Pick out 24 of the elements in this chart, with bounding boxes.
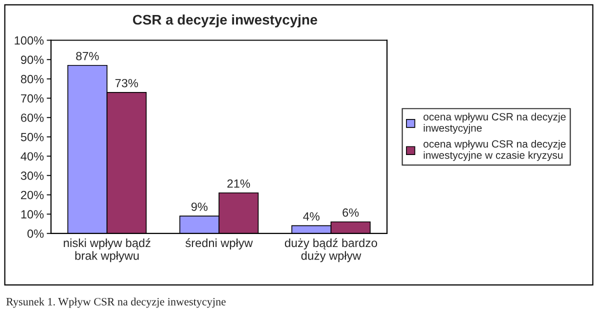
y-tick-label: 0% bbox=[27, 229, 44, 238]
y-tick-label: 20% bbox=[21, 190, 44, 200]
data-label: 73% bbox=[115, 78, 138, 88]
x-tick-label: duży bądź bardzo duży wpływ bbox=[284, 238, 378, 262]
chart-title: CSR a decyzje inwestycyjne bbox=[132, 14, 318, 28]
y-tick-label: 80% bbox=[20, 74, 44, 84]
legend-label: ocena wpływu CSR na decyzje inwestycyjne w czasie kryzysu bbox=[424, 140, 566, 161]
y-tick-label: 90% bbox=[20, 56, 44, 64]
y-tick-label: 70% bbox=[21, 94, 44, 103]
legend-label: ocena wpływu CSR na decyzje inwestycyjne bbox=[424, 112, 566, 134]
data-label: 21% bbox=[227, 179, 250, 188]
data-label: 9% bbox=[191, 202, 208, 211]
data-label: 4% bbox=[303, 212, 320, 221]
y-tick-label: 50% bbox=[20, 132, 44, 142]
text: Rysunek 1. Wpływ CSR na decyzje inwestycyjne bbox=[6, 298, 226, 308]
data-label: 87% bbox=[76, 52, 99, 60]
y-tick-label: 10% bbox=[21, 210, 44, 219]
y-tick-label: 40% bbox=[20, 152, 44, 161]
x-tick-label: niski wpływ bądź brak wpływu bbox=[64, 238, 150, 262]
x-tick-label: średni wpływ bbox=[186, 238, 253, 250]
y-tick-label: 30% bbox=[20, 172, 44, 180]
y-tick-label: 100% bbox=[14, 36, 44, 45]
y-tick-label: 60% bbox=[21, 114, 44, 122]
data-label: 6% bbox=[342, 208, 359, 217]
